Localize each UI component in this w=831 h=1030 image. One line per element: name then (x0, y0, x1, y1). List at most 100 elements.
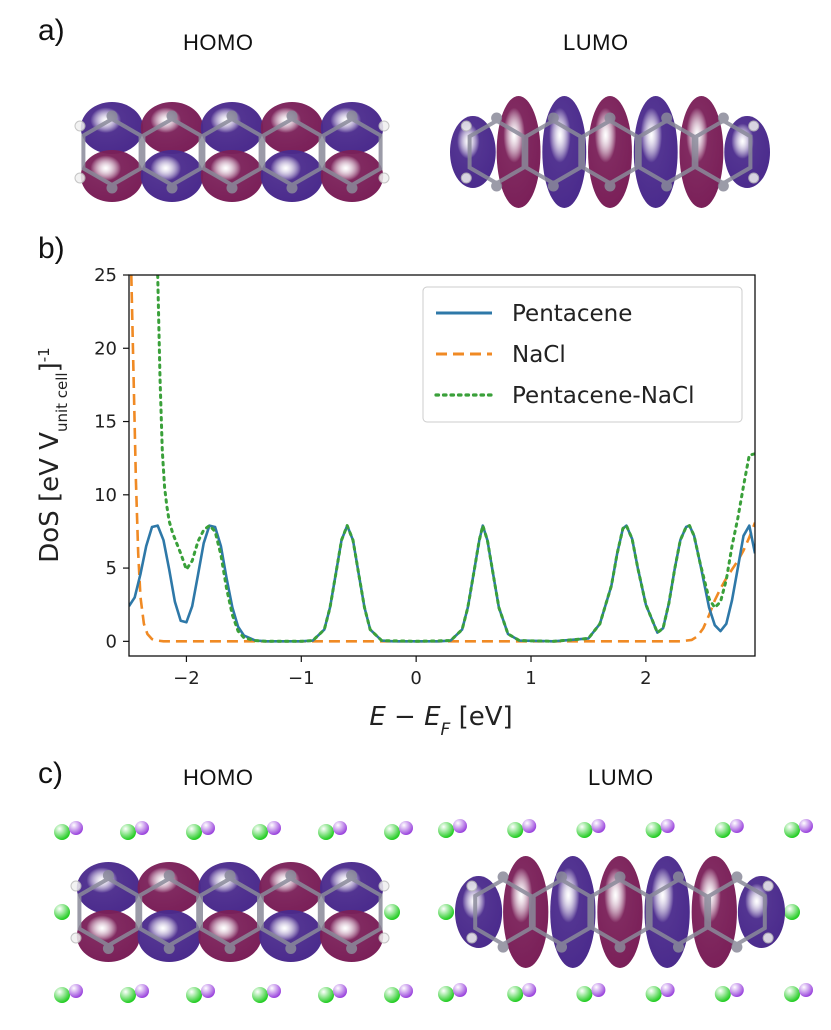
chlorine-atom (54, 904, 70, 920)
x-tick-label: 2 (640, 668, 651, 689)
chlorine-atom (784, 986, 800, 1002)
orbital-lobe-magenta (198, 910, 262, 962)
series-layer (129, 275, 755, 643)
sodium-atom (660, 983, 675, 997)
orbital-lobe-purple (644, 856, 690, 968)
orbital-lobe-purple (140, 150, 204, 202)
chlorine-atom (384, 904, 400, 920)
homo-title-bottom: HOMO (183, 765, 254, 790)
sodium-atom (660, 819, 675, 833)
chlorine-atom (438, 822, 454, 838)
legend-box (422, 286, 743, 423)
orbital-lobe-magenta (140, 102, 204, 154)
orbital-lobe-magenta (320, 150, 384, 202)
y-tick-label: 15 (94, 412, 117, 433)
plot-frame (128, 274, 756, 657)
orbital-lobe-purple (259, 910, 323, 962)
y-tick-label: 5 (106, 558, 117, 579)
chlorine-atom (54, 824, 70, 840)
homo-orbital-image-a (74, 102, 390, 202)
x-ticks: −2 −1 0 1 2 (173, 656, 652, 689)
chlorine-atom (120, 987, 136, 1003)
orbital-lobe-purple (76, 862, 141, 914)
carbon-skeleton (466, 871, 774, 953)
sodium-atom (799, 819, 813, 833)
orbital-lobe-magenta (76, 910, 141, 962)
chlorine-atom (438, 986, 454, 1002)
sodium-atom (522, 819, 537, 833)
chlorine-atom (438, 904, 454, 920)
sodium-atom (399, 984, 413, 998)
sodium-atom (453, 983, 467, 997)
orbital-lobe-purple (633, 96, 678, 208)
chlorine-atom (645, 986, 662, 1002)
orbital-lobe-magenta (137, 862, 201, 914)
carbon-skeleton (460, 112, 760, 192)
sodium-atom (453, 819, 467, 833)
sodium-atom (729, 819, 744, 833)
series-line-pentacene (129, 524, 755, 643)
orbital-lobe-purple (450, 116, 496, 188)
chlorine-atom (507, 822, 524, 838)
chlorine-atom (252, 987, 268, 1003)
chlorine-atom (186, 824, 202, 840)
orbital-lobe-magenta (200, 150, 264, 202)
lumo-orbital-image-c (438, 819, 813, 1002)
chlorine-atom (507, 986, 524, 1002)
panel-label-c: c) (38, 757, 63, 790)
y-tick-label: 10 (94, 485, 117, 506)
x-tick-label: −2 (173, 668, 200, 689)
orbital-lobe-magenta (80, 150, 144, 202)
homo-title-top: HOMO (183, 30, 254, 55)
chlorine-atom (576, 986, 593, 1002)
carbon-skeleton (70, 870, 390, 954)
chlorine-atom (186, 987, 202, 1003)
orbital-lobe-purple (550, 856, 596, 968)
orbital-lobe-magenta (679, 96, 724, 208)
orbital-lobe-magenta (496, 96, 541, 208)
sodium-atom (799, 983, 813, 997)
sodium-atom (267, 984, 281, 998)
panel-label-b: b) (38, 232, 65, 265)
chlorine-atom (576, 822, 593, 838)
lumo-title-top: LUMO (563, 30, 629, 55)
orbital-lobe-magenta (259, 862, 323, 914)
chlorine-atom (784, 822, 800, 838)
legend-label-pentacene: Pentacene (512, 301, 632, 327)
chlorine-atom (384, 824, 400, 840)
x-tick-label: 0 (410, 668, 421, 689)
sodium-atom (135, 984, 149, 998)
orbital-lobe-purple (200, 102, 264, 154)
chlorine-atom (120, 824, 136, 840)
sodium-atom (399, 821, 413, 835)
chlorine-atom (318, 824, 334, 840)
orbital-lobe-purple (455, 876, 503, 948)
y-ticks: 0 5 10 15 20 25 (94, 265, 129, 652)
sodium-atom (69, 984, 83, 998)
y-tick-label: 0 (106, 631, 117, 652)
chlorine-atom (714, 986, 731, 1002)
sodium-atom (201, 984, 215, 998)
homo-orbital-image-c (54, 821, 413, 1003)
x-axis-label: E − EF [eV] (369, 702, 512, 740)
sodium-atom (201, 821, 215, 835)
series-line-pentacene-nacl (156, 275, 755, 643)
orbital-lobe-magenta (260, 102, 324, 154)
chlorine-atom (54, 987, 70, 1003)
orbital-lobe-purple (260, 150, 324, 202)
orbital-lobe-purple (198, 862, 262, 914)
orbital-lobe-magenta (319, 910, 384, 962)
chlorine-atom (384, 987, 400, 1003)
chlorine-atom (318, 987, 334, 1003)
legend-label-pentacene-nacl: Pentacene-NaCl (512, 383, 694, 409)
legend: Pentacene NaCl Pentacene-NaCl (422, 286, 743, 423)
x-tick-label: −1 (288, 668, 315, 689)
x-tick-label: 1 (525, 668, 536, 689)
sodium-atom (267, 821, 281, 835)
y-tick-label: 20 (94, 338, 117, 359)
orbital-lobe-purple (737, 876, 786, 948)
orbital-lobe-purple (80, 102, 144, 154)
orbital-lobe-purple (542, 96, 587, 208)
